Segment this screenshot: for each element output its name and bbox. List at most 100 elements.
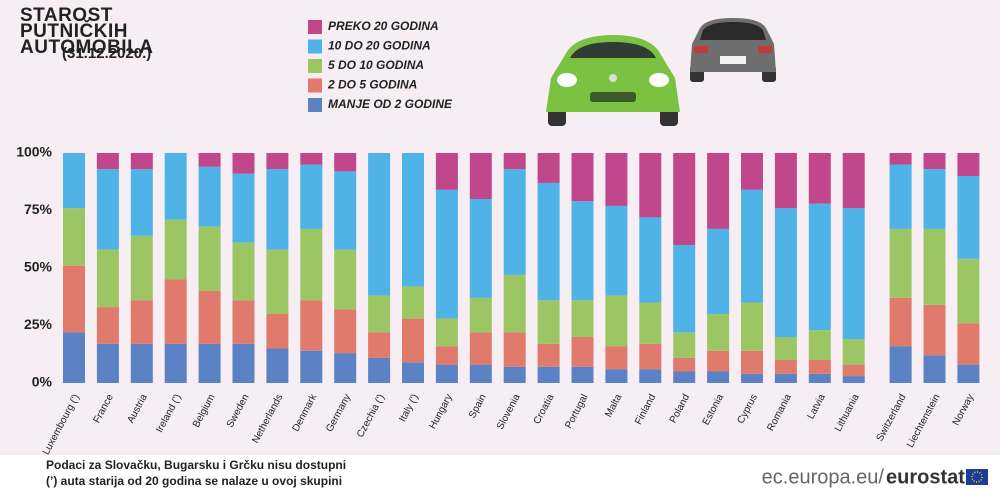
- x-tick-label: Netherlands: [250, 392, 285, 445]
- bar-segment: [842, 364, 865, 377]
- bar-segment: [571, 153, 594, 202]
- bar-segment: [957, 153, 980, 176]
- x-tick-label: Latvia: [806, 392, 828, 421]
- bar-segment: [198, 153, 221, 167]
- source-name: eurostat: [886, 466, 965, 488]
- bar-segment: [537, 182, 560, 301]
- bar-segment: [63, 208, 85, 266]
- bar-segment: [639, 217, 662, 303]
- legend-swatch: [308, 78, 322, 93]
- bar-segment: [537, 300, 560, 344]
- x-tick-label: France: [92, 392, 117, 425]
- bar-segment: [300, 350, 323, 383]
- bar-segment: [334, 249, 357, 310]
- bar-segment: [808, 153, 831, 204]
- car-green: [546, 35, 680, 126]
- bar-segment: [266, 169, 289, 250]
- bar-segment: [469, 297, 492, 333]
- bar-segment: [368, 357, 391, 383]
- bar-segment: [774, 208, 797, 337]
- bar-segment: [503, 366, 526, 383]
- bar-segment: [232, 343, 255, 383]
- chart-title: STAROST PUTNIČKIH AUTOMOBILA: [20, 5, 154, 58]
- bar-segment: [571, 366, 594, 383]
- x-tick-label: Poland: [668, 392, 692, 425]
- bar-segment: [63, 265, 85, 333]
- x-tick-label: Denmark: [291, 392, 320, 434]
- bar-segment: [673, 371, 696, 383]
- bar-segment: [334, 171, 357, 250]
- note: (’) auta starija od 20 godina se nalaze …: [46, 474, 342, 488]
- x-tick-label: Ireland ('): [154, 392, 183, 434]
- bar-segment: [63, 153, 85, 209]
- bar-segment: [164, 219, 187, 280]
- bar-segment: [889, 153, 912, 165]
- legend-swatch: [308, 20, 322, 34]
- bar-segment: [232, 173, 255, 243]
- bar-segment: [808, 203, 831, 331]
- bar-segment: [605, 153, 628, 206]
- car-gray: [690, 18, 776, 82]
- x-tick-label: Malta: [603, 392, 624, 419]
- bar-segment: [96, 169, 119, 250]
- bar-segment: [334, 353, 357, 383]
- source-url: ec.europa.eu/: [762, 466, 885, 488]
- bar-segment: [889, 297, 912, 347]
- bar-segment: [774, 153, 797, 209]
- bar-segment: [923, 169, 946, 229]
- bar-segment: [923, 228, 946, 305]
- bar-segment: [741, 189, 763, 303]
- bar-segment: [639, 369, 662, 383]
- x-tick-label: Sweden: [225, 392, 252, 429]
- bar-segment: [957, 258, 980, 324]
- bar-segment: [537, 343, 560, 367]
- footer-bg: [0, 455, 1000, 500]
- bar-segment: [300, 153, 323, 165]
- bar-segment: [402, 318, 424, 363]
- bar-segment: [571, 337, 594, 367]
- bar-segment: [605, 369, 628, 383]
- x-tick-label: Portugal: [563, 392, 590, 430]
- bar-segment: [639, 343, 662, 370]
- bar-segment: [808, 360, 831, 374]
- bar-segment: [130, 169, 153, 236]
- bar-segment: [605, 346, 628, 370]
- bar-segment: [402, 153, 424, 287]
- bar-segment: [232, 300, 255, 344]
- bar-segment: [232, 242, 255, 301]
- eu-stars: [971, 471, 983, 483]
- bar-segment: [232, 153, 255, 174]
- y-tick-label: 0%: [32, 374, 53, 390]
- bar-segment: [469, 153, 492, 199]
- bar-segment: [96, 153, 119, 170]
- bar-segment: [164, 343, 187, 383]
- legend-swatch: [308, 98, 322, 112]
- bar-segment: [266, 314, 289, 349]
- bar-segment: [774, 373, 797, 383]
- x-tick-label: Hungary: [427, 392, 454, 431]
- bar-segment: [503, 274, 526, 333]
- x-tick-label: Slovenia: [495, 392, 523, 431]
- bar-segment: [368, 332, 391, 358]
- x-tick-label: Germany: [324, 392, 353, 433]
- bar-segment: [707, 350, 730, 372]
- bar-segment: [164, 279, 187, 344]
- y-tick-label: 75%: [24, 201, 53, 217]
- bar-segment: [957, 364, 980, 383]
- bar-segment: [889, 346, 912, 383]
- bar-segment: [673, 245, 696, 333]
- bar-segment: [334, 153, 357, 172]
- bar-segment: [198, 226, 221, 291]
- bar-segment: [435, 318, 458, 347]
- bar-segment: [707, 228, 730, 314]
- bar-segment: [774, 360, 797, 374]
- x-tick-label: Spain: [467, 392, 489, 420]
- legend-label: MANJE OD 2 GODINE: [328, 97, 453, 111]
- bar-segment: [889, 228, 912, 298]
- x-tick-label: Finland: [633, 392, 658, 426]
- bar-segment: [957, 323, 980, 365]
- bar-segment: [198, 166, 221, 227]
- bar-segment: [469, 332, 492, 365]
- x-tick-label: Lithuania: [833, 392, 862, 433]
